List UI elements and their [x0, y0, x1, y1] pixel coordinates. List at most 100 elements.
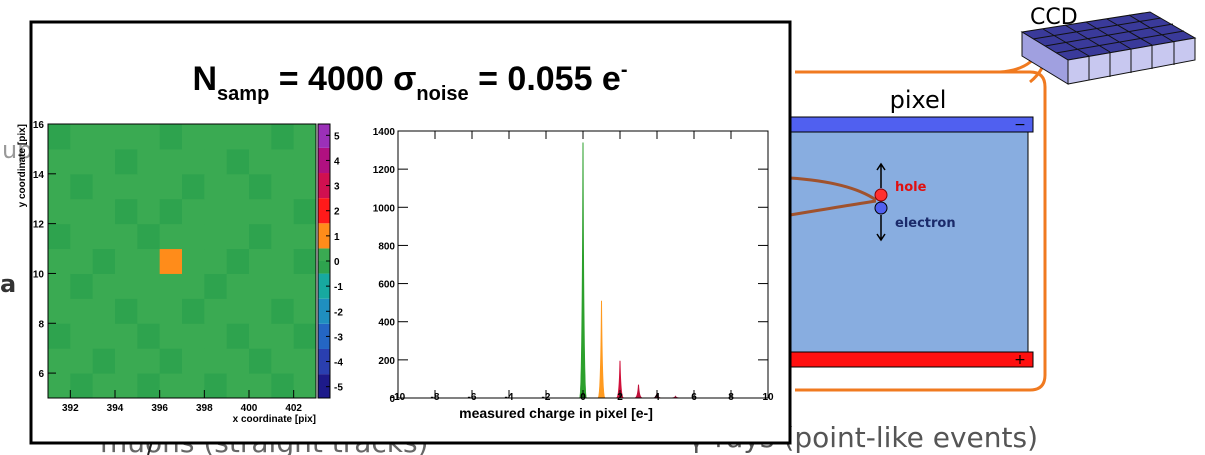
heatmap-cell: [93, 348, 116, 373]
heatmap-cell: [227, 373, 250, 398]
x-axis-label: x coordinate [pix]: [233, 414, 316, 425]
electron: [875, 202, 887, 214]
fragment: a: [0, 270, 16, 298]
heatmap-cell: [294, 249, 317, 274]
heatmap-cell: [249, 124, 272, 149]
heatmap-cell: [249, 298, 272, 323]
heatmap-cell: [115, 348, 138, 373]
heatmap-cell: [249, 373, 272, 398]
z-tick-label: 3: [334, 182, 340, 193]
heatmap-cell: [227, 149, 250, 174]
z-tick-label: -4: [334, 358, 343, 369]
z-tick-label: 1: [334, 232, 340, 243]
heatmap-cell: [204, 348, 227, 373]
heatmap-cell: [182, 149, 205, 174]
title-part: N: [192, 60, 217, 98]
heatmap-cell: [204, 149, 227, 174]
heatmap-cell: [93, 174, 116, 199]
y-tick-label: 1200: [373, 165, 396, 176]
heatmap-cell: [70, 174, 93, 199]
heatmap-cell: [137, 249, 160, 274]
heatmap-cell: [182, 373, 205, 398]
heatmap-cell: [249, 174, 272, 199]
heatmap-cell: [48, 224, 71, 249]
y-tick-label: 0: [389, 394, 395, 405]
heatmap-cell: [160, 373, 183, 398]
x-tick-label: 392: [62, 403, 79, 414]
y-tick-label: 12: [33, 220, 45, 231]
heatmap-cell: [249, 149, 272, 174]
heatmap-cell: [48, 174, 71, 199]
heatmap-cell: [294, 149, 317, 174]
x-axis-label: measured charge in pixel [e-]: [459, 405, 653, 421]
top-electrode: [790, 117, 1033, 132]
heatmap-cell: [227, 174, 250, 199]
heatmap-cell: [160, 149, 183, 174]
heatmap-cell: [182, 199, 205, 224]
y-tick-label: 1000: [373, 203, 396, 214]
heatmap-cell: [182, 249, 205, 274]
heatmap-cell: [70, 124, 93, 149]
heatmap-cell: [48, 298, 71, 323]
heatmap-cell: [271, 323, 294, 348]
heatmap-cell: [204, 224, 227, 249]
x-tick-label: 396: [151, 403, 168, 414]
x-tick-label: 398: [196, 403, 213, 414]
heatmap-cell: [137, 323, 160, 348]
heatmap-cell: [48, 323, 71, 348]
heatmap-cell: [137, 174, 160, 199]
heatmap-cell: [294, 199, 317, 224]
heatmap-cell: [227, 124, 250, 149]
z-tick-label: -5: [334, 383, 343, 394]
heatmap-cell: [271, 249, 294, 274]
heatmap-cell: [48, 373, 71, 398]
heatmap-cell: [271, 373, 294, 398]
heatmap-cell: [249, 249, 272, 274]
heatmap-cell: [70, 149, 93, 174]
z-tick-label: 0: [334, 257, 340, 268]
y-tick-label: 600: [378, 280, 395, 291]
heatmap-cell: [182, 224, 205, 249]
heatmap-cell: [204, 298, 227, 323]
electron-label: electron: [895, 216, 956, 231]
z-tick-label: 5: [334, 131, 340, 142]
heatmap-cell: [204, 174, 227, 199]
heatmap-cell: [271, 298, 294, 323]
heatmap-cell: [227, 249, 250, 274]
title-sub: samp: [217, 83, 269, 105]
heatmap-cell: [294, 348, 317, 373]
heatmap-cell: [137, 373, 160, 398]
heatmap-cell: [271, 149, 294, 174]
x-tick-label: 8: [728, 392, 734, 403]
heatmap-cell: [249, 323, 272, 348]
heatmap-cell: [115, 298, 138, 323]
heatmap-cell: [70, 249, 93, 274]
heatmap-cell: [294, 323, 317, 348]
plus: +: [1014, 352, 1026, 368]
heatmap-cell: [115, 149, 138, 174]
heatmap-cell: [160, 174, 183, 199]
heatmap-cell: [115, 323, 138, 348]
heatmap-cell: [227, 298, 250, 323]
heatmap-cell: [115, 373, 138, 398]
heatmap-cell: [294, 373, 317, 398]
colorbar-band: [318, 261, 330, 274]
heatmap-cell: [70, 224, 93, 249]
title-sub: noise: [416, 83, 468, 105]
minus: −: [1014, 117, 1026, 133]
y-tick-label: 800: [378, 241, 395, 252]
heatmap-cell: [70, 273, 93, 298]
heatmap-cell: [93, 373, 116, 398]
heatmap-cell: [70, 298, 93, 323]
pixel-label: pixel: [890, 86, 947, 114]
z-tick-label: -1: [334, 282, 343, 293]
heatmap-cell: [271, 174, 294, 199]
colorbar-band: [318, 248, 330, 261]
heatmap-cell: [182, 323, 205, 348]
heatmap-cell: [182, 124, 205, 149]
heatmap-cell: [204, 249, 227, 274]
y-tick-label: 10: [33, 269, 45, 280]
bottom-electrode: [790, 352, 1033, 367]
hole-label: hole: [895, 180, 927, 195]
heatmap-cell: [93, 323, 116, 348]
